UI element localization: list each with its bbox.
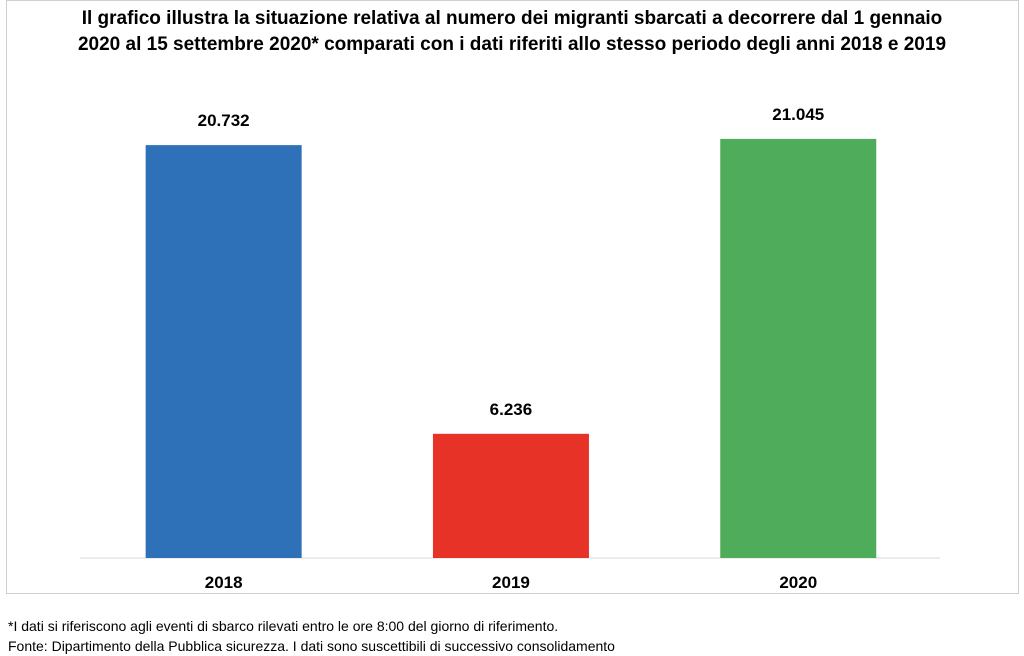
data-label-2020: 21.045 — [772, 105, 824, 124]
bar-2020 — [720, 138, 877, 559]
bar-chart: 20.732 2018 6.236 2019 21.045 2020 — [80, 105, 940, 592]
bar-2019 — [432, 433, 589, 558]
data-label-2018: 20.732 — [198, 111, 250, 130]
footnote: *I dati si riferiscono agli eventi di sb… — [8, 618, 559, 634]
source-note: Fonte: Dipartimento della Pubblica sicur… — [8, 638, 615, 654]
x-tick-label-2019: 2019 — [492, 573, 530, 592]
x-tick-label-2020: 2020 — [779, 573, 817, 592]
chart-title: Il grafico illustra la situazione relati… — [77, 8, 947, 55]
notes: *I dati si riferiscono agli eventi di sb… — [8, 616, 1018, 656]
x-tick-label-2018: 2018 — [205, 573, 243, 592]
bar-2018 — [145, 145, 302, 558]
data-label-2019: 6.236 — [490, 400, 533, 419]
